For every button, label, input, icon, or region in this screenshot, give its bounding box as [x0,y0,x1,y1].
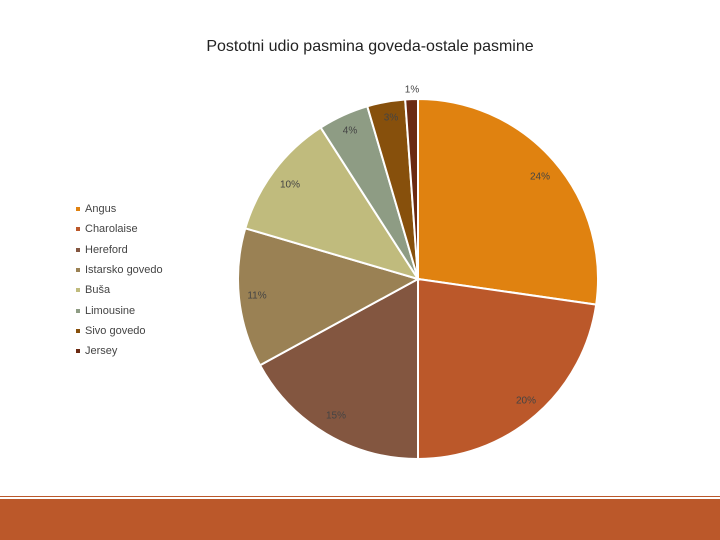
data-label-charolaise: 20% [516,396,536,407]
footer-divider [0,497,720,499]
legend-label: Istarsko govedo [85,264,163,277]
legend-swatch [76,247,80,252]
legend-item: Angus [76,199,163,219]
legend-swatch [76,308,80,313]
chart-title: Postotni udio pasmina goveda-ostale pasm… [206,38,534,55]
data-label-istarsko-govedo: 11% [247,291,266,302]
legend-swatch [76,349,80,354]
footer-band [0,496,720,540]
pie-slices [237,97,599,461]
legend-item: Charolaise [76,219,163,239]
legend-label: Charolaise [85,223,138,236]
pie-slice-jersey [404,97,419,280]
legend-item: Istarsko govedo [76,260,163,280]
pie-data-labels: 24% 20% 15% 11% 10% 4% 3% 1% [247,85,550,422]
legend-label: Sivo govedo [85,324,146,337]
legend-item: Jersey [76,341,163,361]
pie-slice-angus [417,97,599,306]
data-label-limousine: 4% [343,126,358,137]
pie-slice-istarsko-govedo [237,227,421,367]
pie-slice-bu-a [244,126,421,281]
legend-label: Hereford [85,243,128,256]
data-label-angus: 24% [530,172,550,183]
data-label-sivo-govedo: 3% [384,113,399,124]
legend-swatch [76,328,80,333]
legend-item: Sivo govedo [76,321,163,341]
data-label-bu-a: 10% [280,180,300,191]
legend-swatch [76,288,80,293]
legend-swatch [76,227,80,232]
legend-item: Buša [76,280,163,300]
legend-item: Hereford [76,240,163,260]
legend-label: Limousine [85,304,136,317]
chart-legend: Angus Charolaise Hereford Istarsko govedo Bu… [76,199,163,361]
pie-slice-hereford [258,277,419,461]
legend-label: Buša [85,284,111,297]
legend-label: Jersey [85,345,118,358]
legend-label: Angus [85,203,117,216]
data-label-jersey: 1% [405,85,420,96]
legend-swatch [76,268,80,273]
legend-item: Limousine [76,300,163,320]
data-label-hereford: 15% [326,411,346,422]
pie-slice-charolaise [417,277,598,461]
legend-swatch [76,207,80,212]
